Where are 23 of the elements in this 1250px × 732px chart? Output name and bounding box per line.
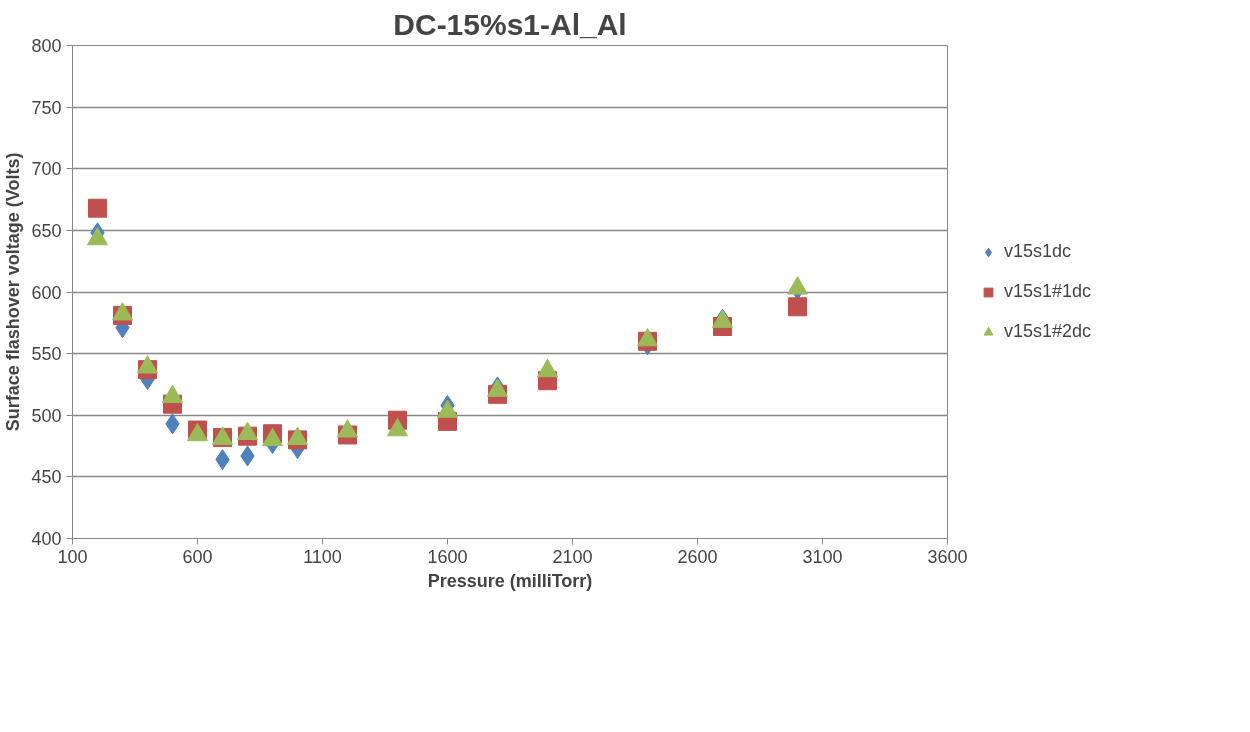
x-tick-label: 3600 bbox=[927, 546, 968, 567]
y-tick-label: 750 bbox=[31, 97, 62, 118]
y-tick-label: 700 bbox=[31, 159, 62, 180]
x-tick-label: 1600 bbox=[427, 546, 468, 567]
y-tick-label: 650 bbox=[31, 220, 62, 241]
legend-label: v15s1#1dc bbox=[1004, 281, 1092, 302]
x-tick-label: 1100 bbox=[303, 546, 342, 567]
y-tick-label: 800 bbox=[31, 36, 62, 56]
y-tick-label: 600 bbox=[31, 282, 62, 303]
chart-title: DC-15%s1-Al_Al bbox=[393, 7, 627, 41]
y-tick-label: 400 bbox=[31, 529, 62, 549]
x-tick-label: 2600 bbox=[677, 546, 718, 567]
x-axis-title: Pressure (milliTorr) bbox=[427, 570, 593, 591]
x-tick-label: 2100 bbox=[552, 546, 593, 567]
y-tick-label: 450 bbox=[31, 467, 62, 488]
y-axis-title: Surface flashover voltage (Volts) bbox=[3, 152, 24, 432]
y-tick-label: 500 bbox=[31, 405, 62, 426]
legend-label: v15s1#2dc bbox=[1004, 321, 1092, 342]
y-tick-label: 550 bbox=[31, 344, 62, 365]
x-tick-label: 100 bbox=[57, 546, 88, 567]
x-tick-label: 3100 bbox=[802, 546, 843, 567]
x-tick-label: 600 bbox=[182, 546, 213, 567]
legend-label: v15s1dc bbox=[1004, 241, 1072, 262]
